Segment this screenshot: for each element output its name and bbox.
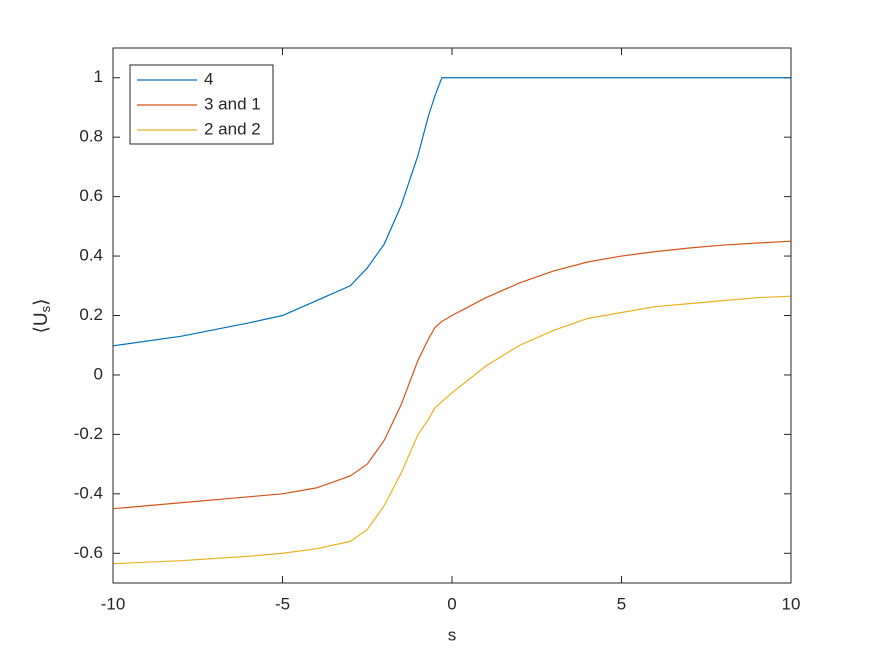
y-tick-label: -0.6 xyxy=(74,543,103,562)
series-line xyxy=(112,240,792,510)
legend-label: 2 and 2 xyxy=(204,119,261,138)
legend-label: 3 and 1 xyxy=(204,94,261,113)
y-tick-label: 0.6 xyxy=(79,186,103,205)
x-tick-label: -5 xyxy=(275,594,290,613)
x-axis-label: s xyxy=(448,625,457,644)
series-line xyxy=(112,295,792,565)
y-tick-label: -0.2 xyxy=(74,424,103,443)
y-tick-label: 0.4 xyxy=(79,246,103,265)
legend-label: 4 xyxy=(204,69,213,88)
y-label-sub: s xyxy=(38,305,53,312)
y-tick-label: -0.4 xyxy=(74,483,103,502)
y-tick-label: 0 xyxy=(94,364,103,383)
y-tick-label: 0.2 xyxy=(79,305,103,324)
y-tick-label: 0.8 xyxy=(79,127,103,146)
x-tick-label: 5 xyxy=(617,594,626,613)
y-tick-label: 1 xyxy=(94,67,103,86)
series-line xyxy=(112,77,791,347)
y-axis-label: ⟨Us⟩ xyxy=(31,298,53,333)
x-tick-label: -10 xyxy=(101,594,126,613)
axes-box xyxy=(112,47,792,584)
y-label-main: ⟨U xyxy=(31,312,52,333)
x-tick-label: 10 xyxy=(782,594,801,613)
x-tick-label: 0 xyxy=(447,594,456,613)
y-label-end: ⟩ xyxy=(31,298,52,305)
